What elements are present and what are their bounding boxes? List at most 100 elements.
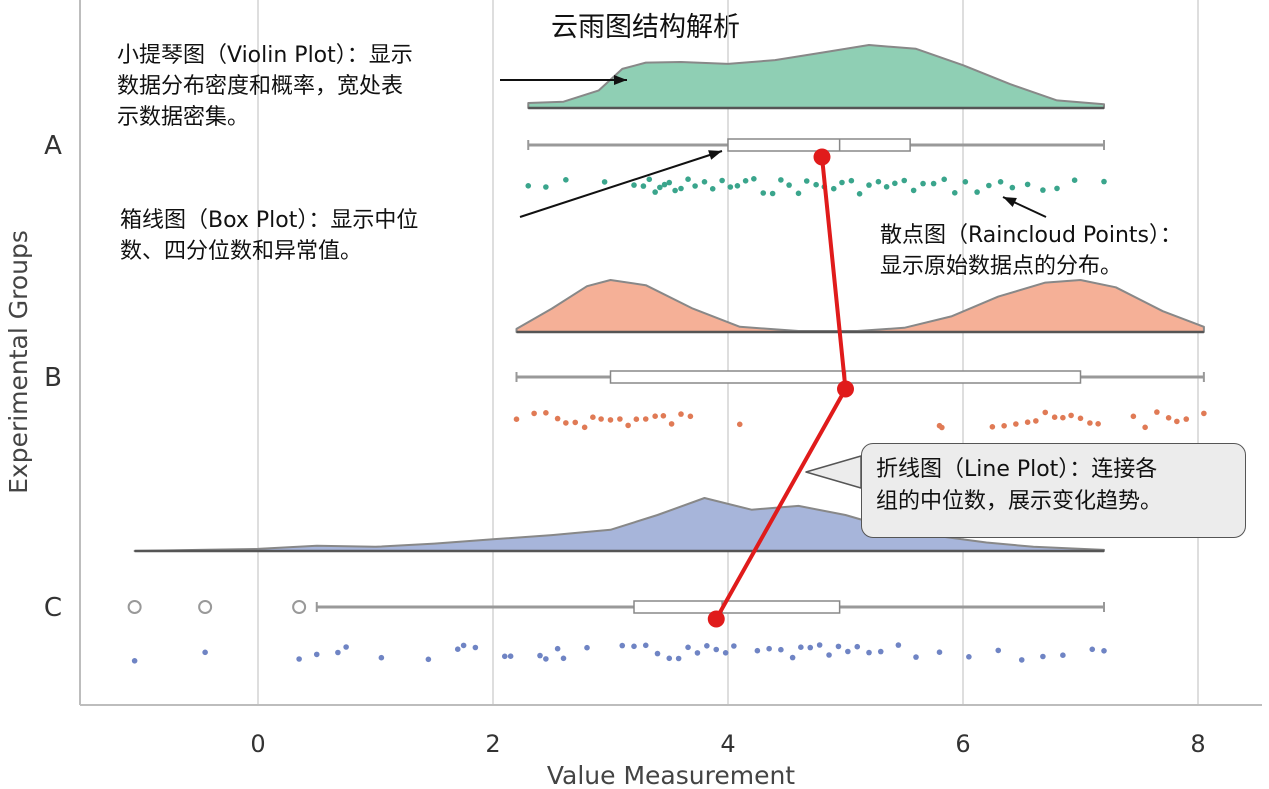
point-c-37 (826, 652, 832, 658)
point-c-23 (675, 655, 682, 662)
point-a-13 (685, 176, 691, 182)
point-a-23 (769, 190, 776, 197)
x-tick-label-8: 8 (1190, 730, 1205, 758)
violin-annotation-arrow-head (614, 75, 627, 85)
outlier-c-0 (127, 600, 142, 614)
point-a-50 (1040, 187, 1046, 193)
point-b-36 (1154, 409, 1160, 415)
point-a-37 (892, 180, 898, 187)
point-c-3 (313, 651, 320, 658)
violin-a (527, 44, 1105, 109)
point-c-4 (335, 649, 341, 656)
point-b-39 (1183, 416, 1190, 422)
point-a-30 (830, 185, 837, 192)
point-b-27 (1042, 409, 1049, 416)
point-c-46 (966, 654, 972, 660)
point-a-49 (1024, 181, 1031, 188)
point-b-26 (1033, 418, 1039, 424)
point-b-31 (1077, 415, 1084, 422)
point-c-19 (631, 643, 637, 650)
point-a-6 (646, 176, 653, 183)
point-c-45 (936, 649, 943, 655)
point-c-38 (835, 643, 842, 650)
point-a-27 (803, 178, 810, 184)
point-b-18 (687, 413, 694, 420)
point-c-31 (766, 645, 772, 652)
point-a-33 (856, 191, 863, 197)
point-c-16 (560, 655, 567, 662)
point-c-28 (722, 650, 729, 656)
point-b-11 (625, 422, 631, 429)
point-a-1 (543, 184, 549, 190)
point-c-27 (713, 646, 720, 653)
point-c-21 (654, 650, 661, 657)
point-a-40 (920, 180, 926, 187)
point-a-36 (883, 184, 890, 190)
point-b-21 (939, 424, 945, 431)
point-b-16 (668, 421, 675, 427)
point-a-0 (525, 183, 532, 189)
point-c-44 (913, 654, 919, 660)
point-a-5 (640, 183, 647, 189)
point-a-32 (848, 177, 855, 184)
point-a-3 (601, 179, 608, 185)
point-c-42 (877, 648, 884, 655)
group-label-c: C (44, 593, 62, 623)
point-c-6 (378, 654, 385, 661)
point-a-8 (657, 184, 663, 191)
point-a-42 (941, 176, 947, 183)
point-b-10 (617, 416, 623, 422)
box-annotation-arrow-head (708, 150, 722, 160)
point-b-7 (590, 414, 596, 421)
point-a-15 (701, 179, 708, 185)
point-a-21 (751, 176, 757, 182)
point-b-4 (563, 420, 569, 426)
outlier-c-1 (198, 600, 213, 614)
point-a-47 (997, 179, 1004, 185)
point-a-4 (631, 182, 637, 188)
point-b-19 (736, 421, 743, 428)
x-axis-label: Value Measurement (547, 761, 795, 789)
point-b-9 (607, 417, 614, 423)
group-label-a: A (44, 131, 62, 161)
point-b-33 (1095, 421, 1101, 427)
point-c-5 (343, 644, 349, 650)
point-a-12 (678, 185, 684, 192)
point-a-16 (709, 186, 716, 192)
point-a-25 (786, 182, 792, 188)
point-c-39 (845, 648, 851, 655)
point-b-6 (581, 424, 588, 431)
x-tick-label-0: 0 (250, 730, 265, 758)
point-c-11 (501, 653, 508, 660)
point-c-20 (642, 642, 649, 649)
point-a-24 (778, 177, 784, 183)
line-annotation-tail (805, 455, 862, 489)
violin-c (133, 497, 1105, 552)
point-c-32 (778, 646, 784, 653)
point-c-26 (704, 643, 710, 649)
points-annotation-arrow-head (1003, 197, 1017, 208)
point-b-29 (1060, 414, 1066, 421)
box-c (633, 600, 841, 614)
point-c-14 (543, 656, 549, 662)
point-c-30 (754, 647, 761, 654)
point-b-32 (1087, 420, 1093, 426)
median-marker-b (837, 380, 854, 398)
x-tick-label-2: 2 (485, 730, 500, 758)
point-c-22 (666, 655, 673, 662)
point-c-48 (1018, 657, 1025, 663)
point-b-24 (1013, 421, 1019, 427)
point-b-28 (1051, 414, 1058, 421)
point-c-35 (807, 644, 814, 651)
point-a-19 (734, 183, 741, 189)
point-c-49 (1040, 653, 1046, 660)
point-c-43 (895, 642, 902, 648)
point-b-13 (642, 416, 649, 422)
point-a-39 (910, 187, 917, 194)
point-c-10 (472, 644, 479, 651)
point-a-44 (962, 179, 969, 185)
point-a-53 (1101, 178, 1107, 185)
point-b-40 (1201, 410, 1207, 417)
point-c-24 (685, 644, 691, 651)
